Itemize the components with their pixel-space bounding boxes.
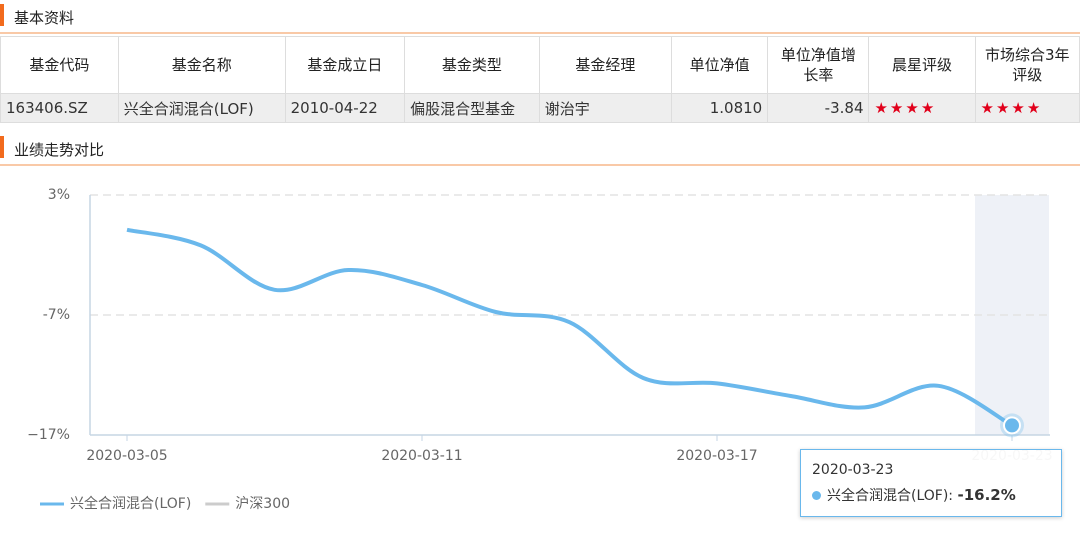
x-tick-label: 2020-03-11	[381, 448, 462, 464]
section-header: 业绩走势对比	[0, 132, 1080, 166]
data-point	[1003, 416, 1021, 435]
table-cell: ★★★★	[868, 93, 976, 123]
tooltip: 2020-03-23 兴全合润混合(LOF): -16.2%	[800, 449, 1062, 517]
table-cell: -3.84	[767, 93, 870, 123]
column-header: 单位净值	[671, 36, 769, 94]
tooltip-label: 兴全合润混合(LOF):	[827, 488, 954, 504]
column-header: 晨星评级	[868, 36, 976, 94]
table-cell: 谢治宇	[538, 93, 673, 123]
tooltip-value: -16.2%	[957, 486, 1016, 504]
fund-table: 基金代码 基金名称 基金成立日 基金类型 基金经理 单位净值 单位净值增长率 晨星评级 市场综合…	[0, 36, 1080, 123]
column-header: 基金代码	[0, 36, 119, 94]
table-row: 163406.SZ 兴全合润混合(LOF) 2010-04-22 偏股混合型基金 谢治宇…	[0, 93, 1080, 123]
column-header: 市场综合3年评级	[974, 36, 1080, 94]
table-cell: 1.0810	[671, 93, 769, 123]
column-header: 基金类型	[404, 36, 540, 94]
section-header: 基本资料	[0, 0, 1080, 34]
y-tick-label: 3%	[48, 187, 70, 203]
y-tick-label: -7%	[43, 307, 70, 323]
legend-label: 沪深300	[235, 496, 290, 512]
table-cell: 偏股混合型基金	[404, 93, 540, 123]
legend-label: 兴全合润混合(LOF)	[70, 495, 191, 512]
hover-band	[975, 195, 1049, 435]
table-cell: 兴全合润混合(LOF)	[117, 93, 286, 123]
column-header: 基金经理	[538, 36, 673, 94]
table-cell: 163406.SZ	[0, 93, 119, 123]
column-header: 单位净值增长率	[767, 36, 870, 94]
x-tick-label: 2020-03-05	[86, 448, 167, 464]
tooltip-row: 兴全合润混合(LOF): -16.2%	[812, 485, 1016, 505]
x-tick-label: 2020-03-17	[676, 448, 757, 464]
table-cell: 2010-04-22	[284, 93, 406, 123]
section-title: 基本资料	[14, 9, 75, 27]
tooltip-dot	[812, 491, 821, 500]
column-header: 基金成立日	[284, 36, 406, 94]
chart: 3% -7% −17% 2020-03-05 2020-03-11 2020-03-17 2…	[27, 187, 1053, 512]
column-header: 基金名称	[117, 36, 286, 94]
table-cell: ★★★★	[974, 93, 1080, 123]
section-title: 业绩走势对比	[14, 141, 105, 159]
tooltip-date: 2020-03-23	[812, 462, 894, 478]
series-line	[126, 227, 1013, 428]
y-tick-label: −17%	[27, 427, 70, 443]
